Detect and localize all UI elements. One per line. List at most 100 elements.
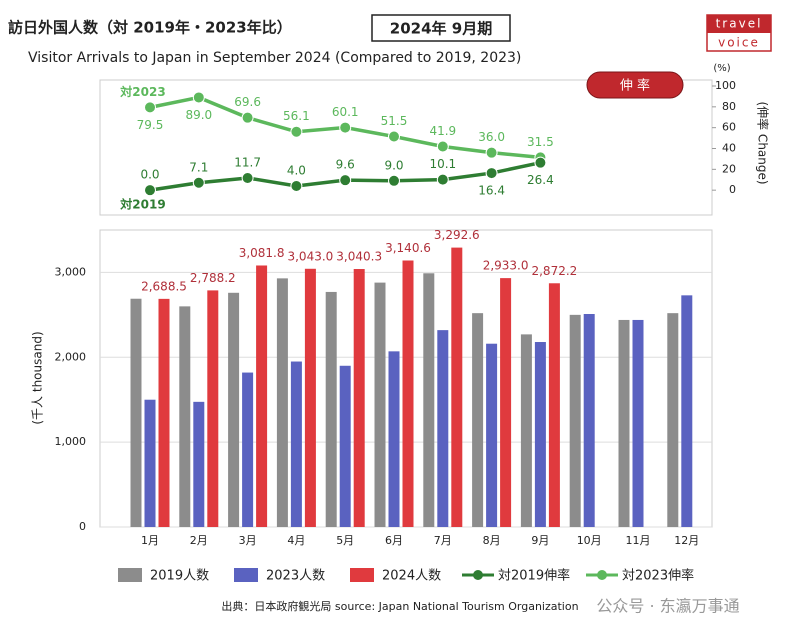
value-label: 2,933.0 (483, 259, 529, 273)
bar (583, 314, 595, 527)
point (241, 111, 254, 124)
value-label: 2,788.2 (190, 271, 236, 285)
value-label: 26.4 (527, 173, 554, 187)
point (339, 174, 352, 187)
bar (500, 278, 512, 527)
point (388, 130, 400, 143)
y-tick-label: 2,000 (55, 350, 87, 363)
value-label: 31.5 (527, 135, 554, 149)
bar (667, 313, 679, 527)
legend-label: 2023人数 (266, 569, 325, 584)
bar (193, 401, 205, 527)
value-label: 3,040.3 (336, 250, 382, 264)
source: 出典：日本政府観光局 source: Japan National Touris… (221, 599, 578, 613)
bar (290, 361, 302, 527)
y2-tick-label: 0 (729, 183, 736, 196)
value-label: 10.1 (429, 157, 456, 171)
point (192, 176, 205, 189)
bar (207, 290, 219, 527)
value-label: 16.4 (478, 184, 505, 198)
logo-top: travel (716, 17, 763, 31)
point (485, 167, 498, 180)
badge-bg (586, 71, 684, 99)
bar (242, 372, 254, 527)
y2-tick-label: 80 (722, 100, 736, 113)
value-label: 3,081.8 (239, 246, 285, 260)
bar (402, 260, 414, 527)
value-label: 60.1 (332, 105, 359, 119)
point (436, 173, 449, 186)
x-tick-label: 6月 (385, 534, 403, 547)
bar (144, 399, 156, 527)
bar (339, 365, 351, 527)
bar (304, 268, 316, 527)
bar (353, 269, 365, 527)
bar (437, 330, 449, 527)
value-label: 36.0 (478, 130, 505, 144)
point (144, 101, 156, 114)
x-tick-label: 8月 (483, 534, 501, 547)
watermark: 公众号 · 东瀛万事通 (596, 597, 739, 616)
point (388, 174, 400, 187)
value-label: 3,292.6 (434, 228, 480, 242)
logo-band (707, 15, 771, 33)
legend-swatch (118, 568, 142, 582)
y-tick-label: 0 (79, 520, 86, 533)
value-label: 89.0 (185, 108, 212, 122)
x-tick-label: 4月 (287, 534, 305, 547)
value-label: 2,688.5 (141, 279, 187, 293)
legend-label: 対2023伸率 (622, 568, 694, 584)
period: 2024年 9月期 (390, 20, 492, 38)
bar (179, 306, 191, 527)
y-tick-label: 1,000 (55, 435, 87, 448)
legend-label: 対2019伸率 (498, 568, 570, 584)
legend-label: 2024人数 (382, 569, 441, 584)
bar (520, 334, 532, 527)
x-tick-label: 7月 (434, 534, 452, 547)
title: 訪日外国人数（対 2019年・2023年比） (8, 19, 292, 37)
value-label: 3,043.0 (287, 249, 333, 263)
y2-axis-label: (伸率 Change) (756, 101, 771, 184)
legend-marker (597, 570, 607, 580)
point (290, 180, 303, 192)
value-label: 7.1 (189, 160, 208, 174)
legend-swatch (234, 568, 258, 582)
logo-bottom: voice (718, 36, 760, 50)
x-tick-label: 2月 (190, 534, 208, 547)
bar (618, 319, 630, 527)
y-axis-label: (千人 thousand) (31, 331, 45, 424)
value-label: 9.6 (336, 158, 355, 172)
value-label: 4.0 (287, 164, 306, 178)
bar (423, 273, 435, 527)
legend-swatch (350, 568, 374, 582)
value-label: 2,872.2 (531, 264, 577, 278)
value-label: 79.5 (137, 118, 164, 132)
bar (534, 342, 546, 527)
y-tick-label: 3,000 (55, 265, 87, 278)
bar (228, 292, 240, 527)
point (534, 156, 547, 169)
x-tick-label: 12月 (674, 534, 699, 547)
bar (325, 291, 337, 527)
bar (451, 247, 463, 527)
point (241, 171, 254, 184)
y2-unit: (%) (713, 63, 730, 74)
point (290, 125, 303, 138)
bar (130, 298, 142, 527)
point (192, 91, 205, 104)
point (485, 146, 498, 159)
bar (472, 313, 484, 527)
value-label: 3,140.6 (385, 241, 431, 255)
x-tick-label: 10月 (577, 534, 602, 547)
x-tick-label: 5月 (336, 534, 354, 547)
y2-tick-label: 40 (722, 142, 736, 155)
badge: 伸 率 (620, 78, 650, 94)
y2-tick-label: 60 (722, 121, 736, 134)
y2-tick-label: 100 (715, 79, 736, 92)
value-label: 0.0 (140, 168, 159, 182)
subtitle: Visitor Arrivals to Japan in September 2… (28, 50, 521, 66)
bar (276, 278, 288, 527)
value-label: 69.6 (234, 95, 261, 109)
value-label: 41.9 (429, 124, 456, 138)
